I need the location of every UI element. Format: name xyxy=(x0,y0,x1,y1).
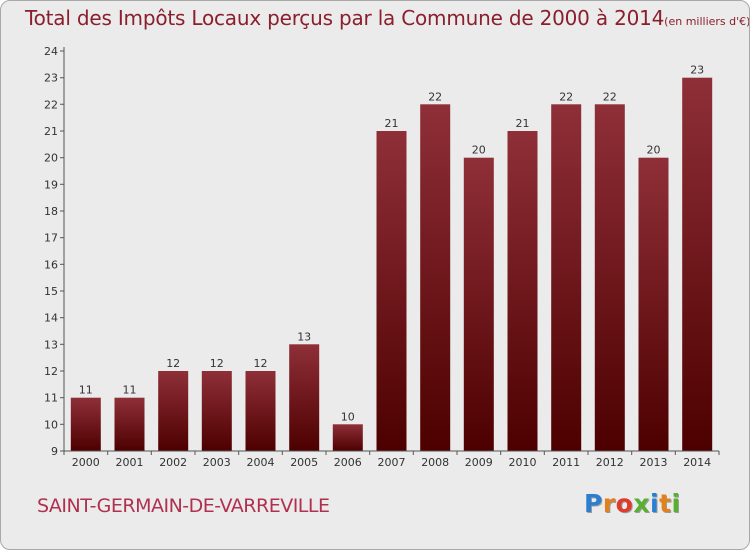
y-tick-label: 9 xyxy=(51,445,58,458)
logo-letter: i xyxy=(671,489,681,518)
bar-2008 xyxy=(420,104,451,452)
bar-value-label: 20 xyxy=(472,144,486,157)
x-tick-label: 2004 xyxy=(247,456,275,469)
bar-2006 xyxy=(332,424,363,451)
y-tick-label: 11 xyxy=(44,392,58,405)
bar-value-label: 21 xyxy=(516,117,530,130)
y-tick-label: 20 xyxy=(44,152,58,165)
y-tick-label: 22 xyxy=(44,98,58,111)
y-tick-label: 19 xyxy=(44,178,58,191)
chart-unit-note: (en milliers d'€) xyxy=(664,15,750,28)
x-tick-label: 2008 xyxy=(421,456,449,469)
bar-2010 xyxy=(507,131,538,451)
chart-title-text: Total des Impôts Locaux perçus par la Co… xyxy=(25,6,665,30)
logo-letter: i xyxy=(650,489,660,518)
bar-2005 xyxy=(289,344,320,451)
y-axis: 9 10 11 12 13 14 15 16 17 18 19 20 21 22 23 24 xyxy=(44,45,65,458)
bar-value-label: 12 xyxy=(254,357,268,370)
bars-group: 11 11 12 12 12 13 10 21 22 20 21 22 22 20 23 xyxy=(70,64,713,452)
x-tick-label: 2014 xyxy=(683,456,711,469)
x-tick-label: 2012 xyxy=(596,456,624,469)
bar-2000 xyxy=(70,397,101,451)
proxiti-logo: Proxiti xyxy=(584,489,681,518)
bar-value-label: 10 xyxy=(341,410,355,423)
y-tick-label: 18 xyxy=(44,205,58,218)
bar-2002 xyxy=(158,371,189,451)
logo-letter: x xyxy=(633,489,650,518)
y-tick-label: 21 xyxy=(44,125,58,138)
bar-value-label: 11 xyxy=(123,384,137,397)
bar-value-label: 22 xyxy=(603,90,617,103)
x-tick-label: 2001 xyxy=(116,456,144,469)
x-tick-label: 2013 xyxy=(640,456,668,469)
y-tick-label: 24 xyxy=(44,45,58,58)
x-tick-label: 2000 xyxy=(72,456,100,469)
y-tick-label: 23 xyxy=(44,72,58,85)
y-tick-label: 17 xyxy=(44,232,58,245)
chart-title: Total des Impôts Locaux perçus par la Co… xyxy=(25,6,750,30)
bar-value-label: 13 xyxy=(297,330,311,343)
bar-value-label: 22 xyxy=(428,90,442,103)
x-tick-label: 2010 xyxy=(509,456,537,469)
logo-letter: P xyxy=(584,489,603,518)
y-tick-label: 15 xyxy=(44,285,58,298)
x-tick-label: 2002 xyxy=(159,456,187,469)
logo-letter: t xyxy=(659,489,672,518)
bar-2011 xyxy=(551,104,582,452)
x-axis: 2000 2001 2002 2003 2004 2005 2006 2007 2008 2009… xyxy=(63,450,720,469)
bar-value-label: 12 xyxy=(210,357,224,370)
y-tick-label: 12 xyxy=(44,365,58,378)
bar-2009 xyxy=(463,157,494,451)
bar-value-label: 12 xyxy=(166,357,180,370)
x-tick-label: 2007 xyxy=(378,456,406,469)
logo-letter: o xyxy=(615,489,634,518)
bar-2007 xyxy=(376,131,407,451)
bar-2014 xyxy=(682,77,713,451)
bar-value-label: 23 xyxy=(690,64,704,77)
bar-2013 xyxy=(638,157,669,451)
logo-letter: r xyxy=(602,489,616,518)
x-tick-label: 2011 xyxy=(552,456,580,469)
bar-value-label: 21 xyxy=(385,117,399,130)
bar-value-label: 22 xyxy=(559,90,573,103)
y-tick-label: 16 xyxy=(44,258,58,271)
x-tick-label: 2006 xyxy=(334,456,362,469)
y-tick-label: 14 xyxy=(44,312,58,325)
bar-value-label: 11 xyxy=(79,384,93,397)
bar-value-label: 20 xyxy=(647,144,661,157)
commune-name: SAINT-GERMAIN-DE-VARREVILLE xyxy=(37,495,330,517)
bar-2004 xyxy=(245,371,276,451)
x-tick-label: 2003 xyxy=(203,456,231,469)
x-tick-label: 2005 xyxy=(290,456,318,469)
bar-2012 xyxy=(594,104,625,452)
y-tick-label: 13 xyxy=(44,338,58,351)
bar-2001 xyxy=(114,397,145,451)
x-tick-label: 2009 xyxy=(465,456,493,469)
y-tick-label: 10 xyxy=(44,418,58,431)
bar-2003 xyxy=(201,371,232,451)
